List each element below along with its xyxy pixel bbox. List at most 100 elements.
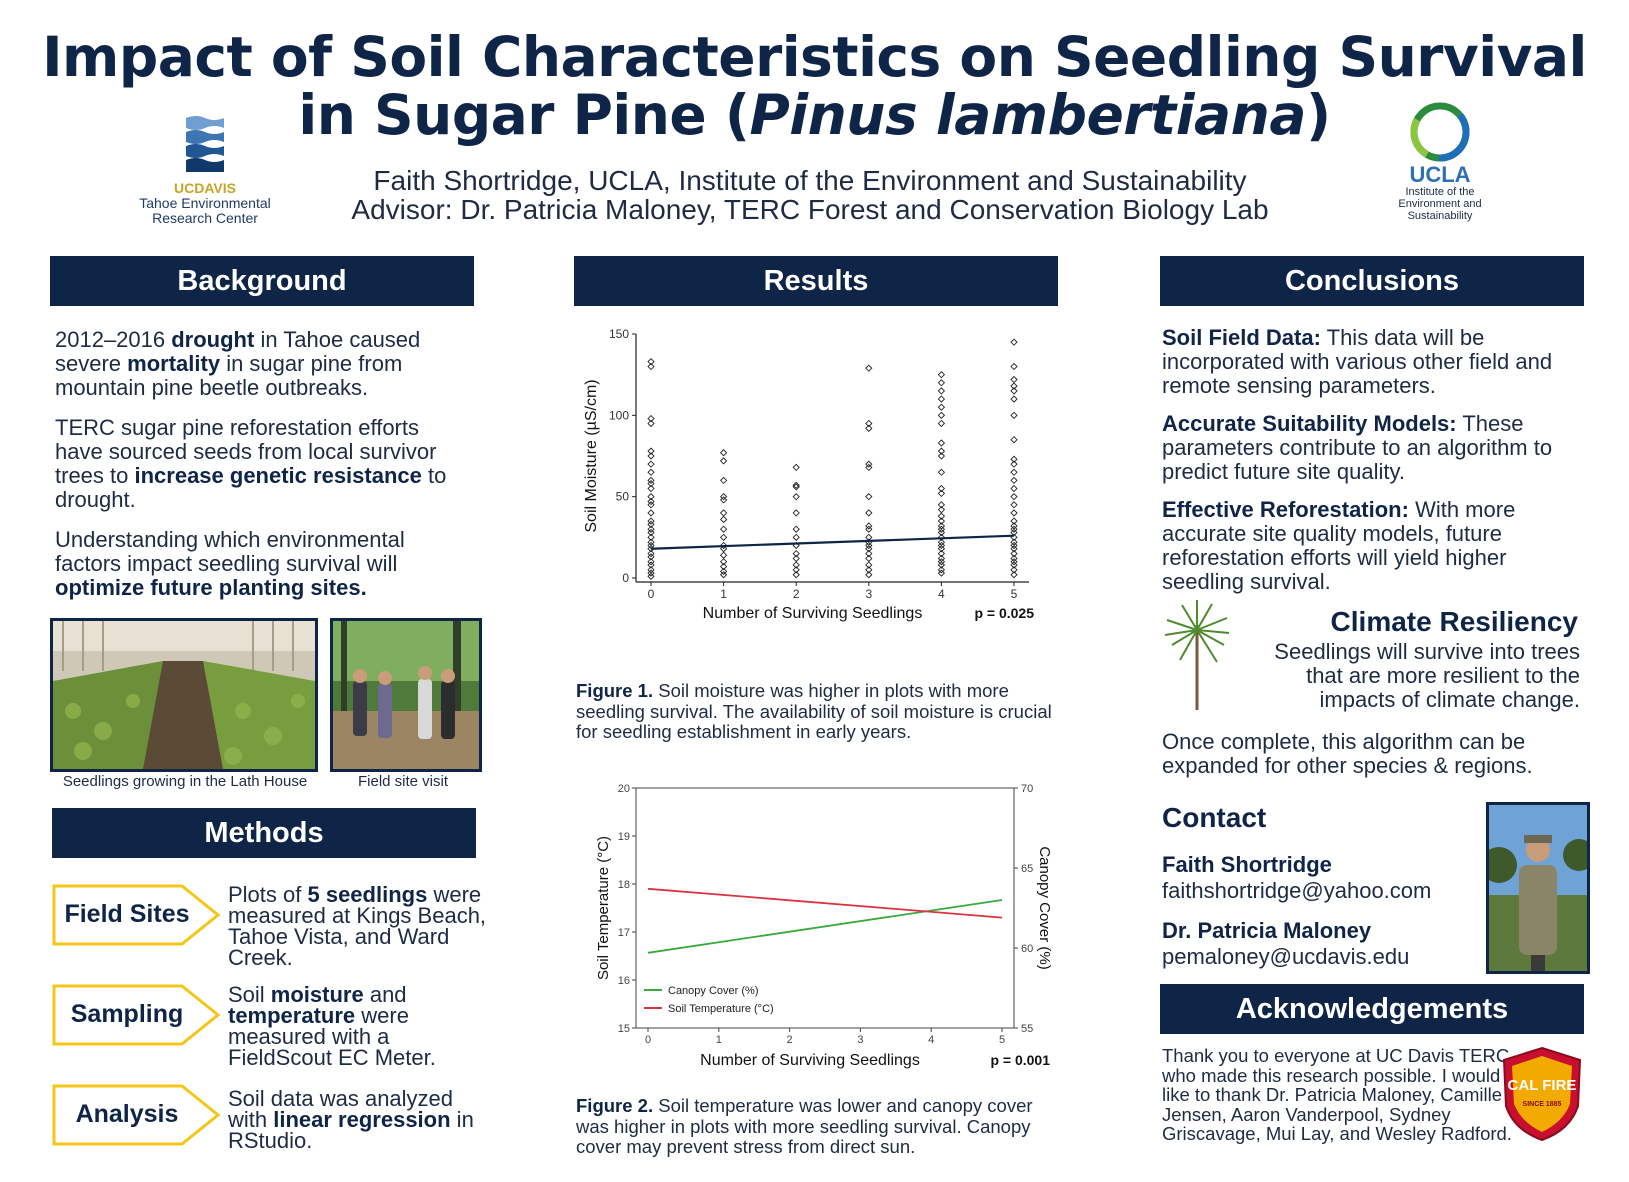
- conclusions-list: Soil Field Data: This data will be incor…: [1162, 326, 1582, 610]
- data-point: [647, 447, 655, 455]
- y-axis-label-left: Soil Temperature (°C): [595, 836, 612, 980]
- y-tick-label: 15: [618, 1023, 630, 1035]
- data-point: [937, 411, 946, 419]
- data-point: [647, 484, 655, 493]
- data-point: [1010, 528, 1018, 537]
- y-right-tick-label: 55: [1021, 1023, 1033, 1035]
- conclusions-header: Conclusions: [1160, 256, 1584, 306]
- data-point: [719, 449, 728, 457]
- method-text-sampling: Soil moisture and temperature were measu…: [228, 982, 436, 1070]
- data-point: [1010, 517, 1018, 525]
- data-point: [719, 567, 728, 576]
- seedling-tree-icon: [1164, 600, 1230, 710]
- data-point: [647, 358, 655, 366]
- data-point: [792, 525, 800, 533]
- data-point: [865, 463, 873, 472]
- data-point: [937, 387, 946, 395]
- data-point: [1010, 395, 1018, 403]
- data-point: [865, 419, 873, 428]
- data-point: [865, 522, 873, 530]
- lath-house-photo: [50, 618, 318, 772]
- data-point: [865, 566, 873, 574]
- data-point: [719, 515, 728, 524]
- cal-fire-text: CAL FIRE: [1508, 1077, 1577, 1094]
- x-tick-label: 2: [793, 587, 800, 601]
- data-point: [865, 509, 873, 517]
- data-point: [937, 419, 946, 428]
- data-point: [792, 463, 800, 472]
- data-point: [937, 447, 946, 455]
- data-point: [937, 468, 946, 476]
- data-point: [719, 457, 728, 465]
- data-point: [792, 549, 800, 558]
- data-point: [719, 562, 728, 571]
- background-paragraph-2: TERC sugar pine reforestation efforts ha…: [55, 415, 447, 512]
- data-point: [647, 493, 655, 501]
- climate-resiliency-title: Climate Resiliency: [1330, 606, 1578, 637]
- data-point: [1010, 484, 1018, 493]
- ucla-ring-icon: [1410, 102, 1470, 162]
- data-point: [865, 561, 873, 569]
- ucdavis-terc-logo: UCDAVIS Tahoe Environmental Research Cen…: [120, 114, 290, 226]
- data-point: [1010, 509, 1018, 517]
- data-point: [1010, 561, 1018, 569]
- data-point: [1010, 549, 1018, 558]
- data-point: [719, 496, 728, 504]
- figure-1-caption: Figure 1. Soil moisture was higher in pl…: [576, 680, 1052, 742]
- x-tick-label: 4: [928, 1034, 934, 1046]
- data-point: [792, 561, 800, 569]
- figure-2-temperature-canopy-chart: 15 16 17 18 19 20 55 60 65 70 0 1 2 3 4 5 Canopy Cover (…: [595, 783, 1053, 1069]
- advisor-line: Advisor: Dr. Patricia Maloney, TERC Fore…: [351, 194, 1269, 225]
- y-tick-label: 18: [618, 879, 630, 891]
- data-point: [792, 483, 800, 491]
- method-label-analysis: Analysis: [75, 1100, 179, 1128]
- data-point: [865, 549, 873, 558]
- ucla-ioes-logo: UCLA Institute of the Environment and Su…: [1380, 100, 1500, 230]
- data-point: [937, 549, 946, 558]
- contact-header: Contact: [1162, 802, 1267, 833]
- author-portrait-photo: [1486, 802, 1590, 974]
- method-text-analysis: Soil data was analyzed with linear regre…: [228, 1086, 474, 1153]
- data-point: [792, 493, 800, 501]
- data-point: [719, 509, 728, 517]
- data-point: [647, 476, 655, 485]
- title-line-2: in Sugar Pine (Pinus lambertiana): [298, 83, 1331, 147]
- data-point: [937, 512, 946, 520]
- data-point: [1010, 382, 1018, 390]
- data-point: [647, 414, 655, 423]
- data-point: [865, 493, 873, 501]
- data-point: [937, 517, 946, 525]
- data-point: [1010, 545, 1018, 553]
- data-point: [937, 501, 946, 509]
- method-text-field-sites: Plots of 5 seedlings were measured at Ki…: [228, 882, 487, 970]
- contact-email[interactable]: pemaloney@ucdavis.edu: [1162, 944, 1410, 969]
- terc-name-line2: Research Center: [152, 210, 258, 226]
- ucla-line3: Sustainability: [1407, 210, 1473, 222]
- acknowledgements-header: Acknowledgements: [1160, 984, 1584, 1034]
- data-point: [792, 533, 800, 541]
- data-point: [937, 395, 946, 403]
- data-point: [647, 558, 655, 566]
- data-point: [1010, 387, 1018, 395]
- title-line-1: Impact of Soil Characteristics on Seedli…: [42, 25, 1587, 89]
- data-point: [647, 362, 655, 371]
- contact-email[interactable]: faithshortridge@yahoo.com: [1162, 878, 1432, 903]
- data-point: [937, 541, 946, 550]
- data-point: [1010, 476, 1018, 485]
- data-point: [647, 533, 655, 541]
- data-point: [937, 561, 946, 569]
- y-tick-label: 150: [609, 327, 629, 341]
- data-point: [937, 569, 946, 577]
- data-point: [1010, 468, 1018, 476]
- figure-1-soil-moisture-chart: 0 50 100 150 0 1 2 3 4 5 Number of Surviving Seedl…: [583, 327, 1034, 622]
- chevron-arrow-icon: [52, 1084, 221, 1146]
- x-tick-label: 4: [938, 587, 945, 601]
- data-point: [937, 545, 946, 553]
- terc-name-line1: Tahoe Environmental: [139, 195, 271, 211]
- background-header: Background: [50, 256, 474, 306]
- data-point: [865, 424, 873, 432]
- y-tick-label: 50: [616, 490, 630, 504]
- data-point: [1010, 525, 1018, 533]
- method-label-sampling: Sampling: [70, 1000, 184, 1028]
- data-point: [647, 468, 655, 476]
